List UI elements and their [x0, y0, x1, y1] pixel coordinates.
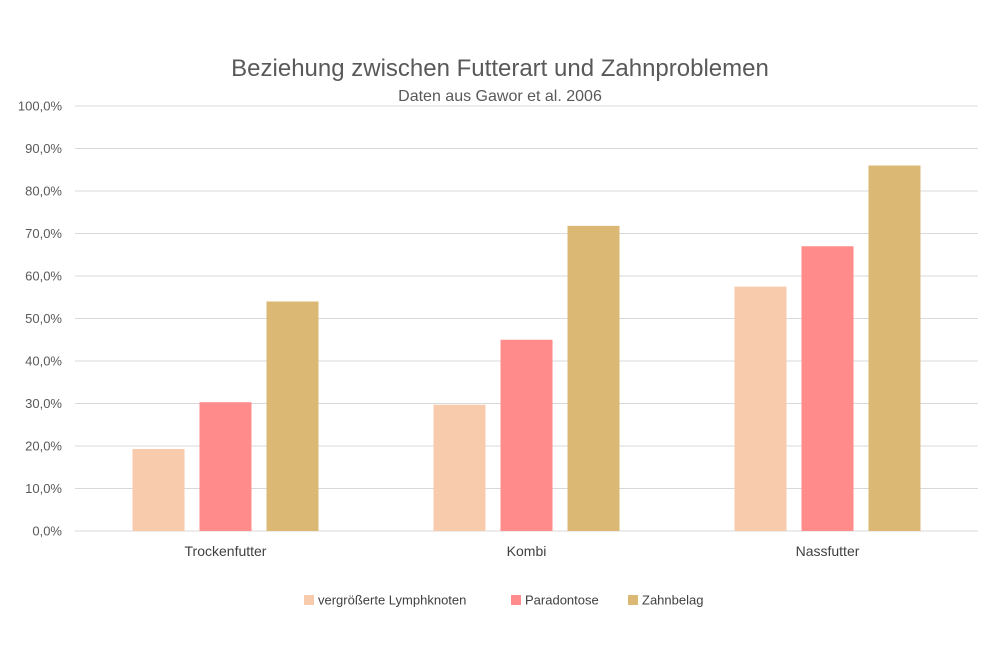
legend-swatch — [628, 595, 638, 605]
legend-label: vergrößerte Lymphknoten — [318, 593, 466, 608]
bar — [868, 165, 921, 531]
category-label: Trockenfutter — [185, 543, 267, 559]
x-axis-categories: Trockenfutter Kombi Nassfutter — [185, 543, 860, 559]
bar — [433, 404, 486, 531]
y-tick-label: 30,0% — [25, 396, 62, 411]
bar — [199, 402, 252, 531]
y-tick-label: 60,0% — [25, 269, 62, 284]
y-tick-label: 40,0% — [25, 354, 62, 369]
bar — [567, 225, 620, 531]
y-tick-label: 90,0% — [25, 141, 62, 156]
bar — [266, 301, 319, 531]
chart-subtitle: Daten aus Gawor et al. 2006 — [398, 88, 602, 105]
category-label: Kombi — [507, 543, 547, 559]
legend-swatch — [511, 595, 521, 605]
y-tick-label: 70,0% — [25, 226, 62, 241]
y-tick-label: 20,0% — [25, 439, 62, 454]
bar — [132, 448, 185, 531]
chart-title: Beziehung zwischen Futterart und Zahnpro… — [231, 55, 769, 82]
y-tick-label: 0,0% — [32, 524, 62, 539]
legend-label: Paradontose — [525, 593, 599, 608]
y-axis-ticks: 0,0% 10,0% 20,0% 30,0% 40,0% 50,0% 60,0% 70,0% 8… — [18, 99, 63, 539]
legend-swatch — [304, 595, 314, 605]
legend-label: Zahnbelag — [642, 593, 703, 608]
bars — [132, 165, 921, 531]
category-label: Nassfutter — [796, 543, 860, 559]
bar — [734, 286, 787, 531]
y-tick-label: 10,0% — [25, 481, 62, 496]
legend: vergrößerte Lymphknoten Paradontose Zahnbe… — [304, 593, 703, 608]
y-tick-label: 100,0% — [18, 99, 63, 114]
y-tick-label: 50,0% — [25, 311, 62, 326]
bar — [500, 339, 553, 531]
y-tick-label: 80,0% — [25, 184, 62, 199]
bar — [801, 246, 854, 531]
